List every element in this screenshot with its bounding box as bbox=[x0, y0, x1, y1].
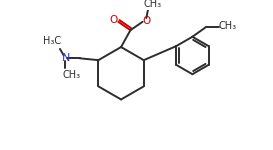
Text: O: O bbox=[109, 15, 118, 25]
Text: CH₃: CH₃ bbox=[144, 0, 162, 9]
Text: N: N bbox=[61, 53, 70, 63]
Text: CH₃: CH₃ bbox=[62, 70, 80, 80]
Text: H₃C: H₃C bbox=[43, 36, 61, 46]
Text: CH₃: CH₃ bbox=[219, 21, 237, 31]
Text: O: O bbox=[142, 16, 150, 26]
